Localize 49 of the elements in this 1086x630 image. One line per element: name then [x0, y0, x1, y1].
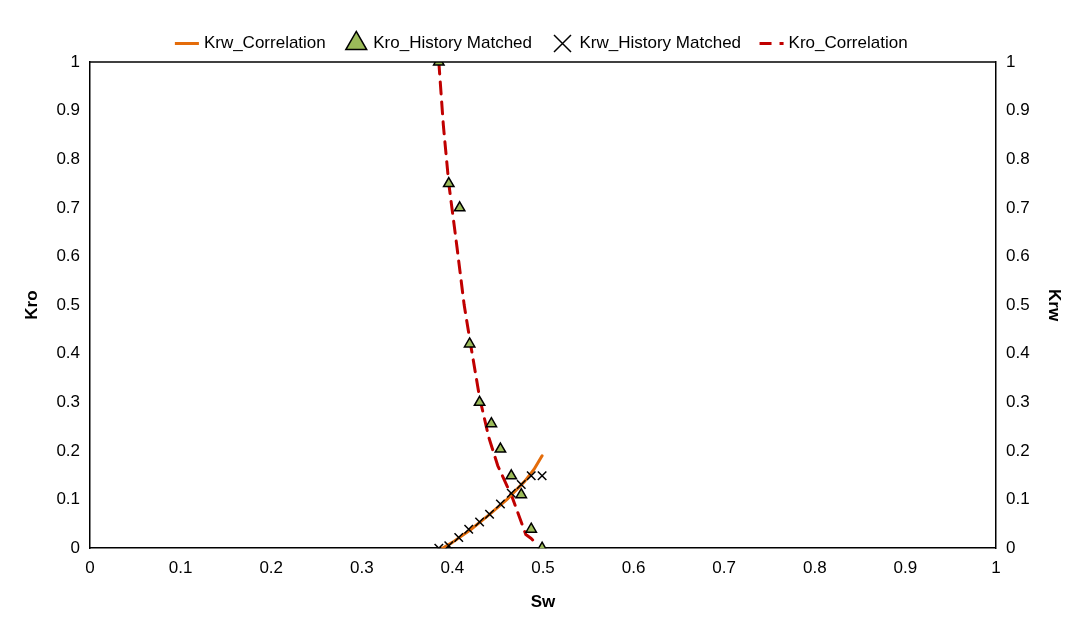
y2-tick-label: 0.2 [1005, 440, 1030, 460]
x-tick-label: 0.4 [440, 558, 465, 578]
x-tick-label: 0.8 [802, 558, 827, 578]
y2-axis-title: Krw [1045, 289, 1065, 322]
point [463, 337, 476, 348]
y-tick-label: 0.7 [56, 197, 81, 217]
y-tick-label: 0.3 [56, 392, 81, 412]
point [442, 176, 455, 188]
legend-label: Kro_Correlation [788, 33, 908, 53]
point [494, 442, 507, 453]
y2-tick-label: 0.9 [1005, 100, 1030, 120]
x-tick-label: 0.6 [621, 558, 646, 578]
y-tick-label: 0.8 [56, 148, 81, 168]
y-tick-label: 0.1 [56, 489, 81, 509]
x-tick-label: 1 [991, 558, 1001, 578]
x-tick-label: 0 [85, 558, 95, 578]
point [515, 487, 528, 499]
x-tick-label: 0.5 [531, 558, 555, 578]
legend-label: Krw_History Matched [579, 33, 742, 53]
y2-tick-label: 0.4 [1005, 343, 1030, 363]
y-tick-label: 0.6 [56, 246, 81, 266]
y2-tick-label: 0.3 [1005, 392, 1030, 412]
x-tick-label: 0.2 [259, 558, 284, 578]
y-axis-title: Kro [21, 290, 41, 320]
point [505, 469, 518, 480]
y2-tick-label: 0.8 [1005, 148, 1030, 168]
legend-label: Krw_Correlation [203, 33, 326, 53]
legend-label: Kro_History Matched [373, 33, 533, 53]
x-tick-label: 0.1 [168, 558, 193, 578]
y-tick-label: 0.9 [56, 100, 81, 120]
y-tick-label: 0.4 [56, 343, 81, 363]
x-tick-label: 0.3 [349, 558, 374, 578]
point [525, 522, 538, 533]
y-tick-label: 0.2 [56, 440, 81, 460]
y2-tick-label: 0 [1005, 537, 1016, 557]
x-axis-title: Sw [530, 592, 557, 612]
y2-tick-label: 1 [1005, 51, 1016, 71]
point [473, 395, 486, 407]
y2-tick-label: 0.5 [1005, 294, 1030, 314]
y2-tick-label: 0.1 [1005, 489, 1030, 509]
point [453, 201, 466, 212]
y2-tick-label: 0.6 [1005, 246, 1030, 266]
y-tick-label: 0 [70, 537, 81, 557]
x-tick-label: 0.9 [893, 558, 918, 578]
y-tick-label: 0.5 [56, 294, 81, 314]
point [485, 416, 498, 428]
x-tick-label: 0.7 [712, 558, 737, 578]
y2-tick-label: 0.7 [1005, 197, 1030, 217]
y-tick-label: 1 [70, 51, 81, 71]
